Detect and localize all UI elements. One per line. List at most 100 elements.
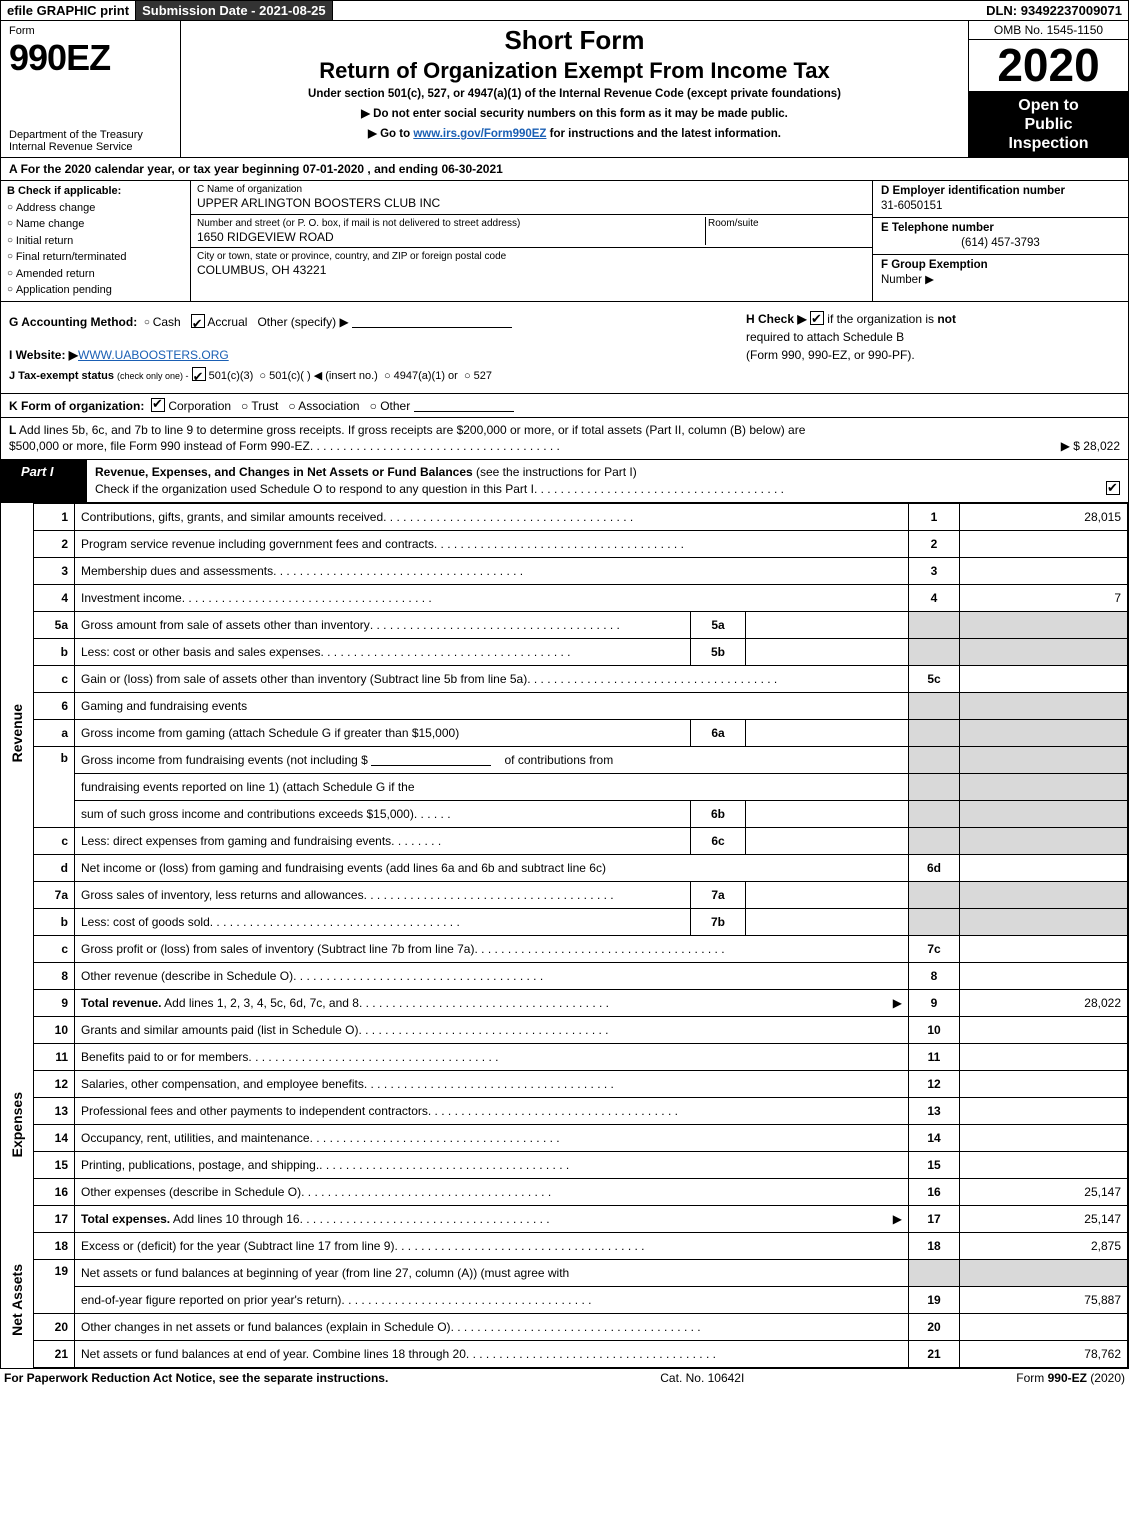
- ln6c-subval: [746, 827, 909, 854]
- check-application-pending[interactable]: Application pending: [7, 282, 184, 299]
- ln8-val: [960, 962, 1128, 989]
- phone-value: (614) 457-3793: [881, 236, 1120, 251]
- g-cash-check[interactable]: [144, 315, 153, 329]
- ln18-val: 2,875: [960, 1232, 1128, 1259]
- part-1-header: Part I Revenue, Expenses, and Changes in…: [1, 460, 1128, 503]
- line-a-tax-year: A For the 2020 calendar year, or tax yea…: [1, 158, 1128, 181]
- ln16-desc: Other expenses (describe in Schedule O): [75, 1178, 909, 1205]
- line-a-end: 06-30-2021: [441, 162, 502, 176]
- l-text1: Add lines 5b, 6c, and 7b to line 9 to de…: [19, 423, 805, 437]
- h-text1: if the organization is: [827, 312, 937, 326]
- j-527-label[interactable]: 527: [474, 370, 492, 382]
- g-accrual-label: Accrual: [207, 315, 247, 329]
- g-accrual-check[interactable]: [191, 314, 205, 328]
- ln17-col: 17: [909, 1205, 960, 1232]
- ln7b-shade2: [960, 908, 1128, 935]
- form-container: efile GRAPHIC print Submission Date - 20…: [0, 0, 1129, 1369]
- website-link[interactable]: WWW.UABOOSTERS.ORG: [78, 348, 229, 362]
- ln7c-val: [960, 935, 1128, 962]
- ln5a-desc: Gross amount from sale of assets other t…: [75, 611, 691, 638]
- j-sublabel: (check only one) -: [117, 371, 189, 381]
- dept-irs: Internal Revenue Service: [9, 141, 172, 153]
- g-other-blank[interactable]: [352, 327, 512, 328]
- efile-print-label[interactable]: efile GRAPHIC print: [1, 1, 135, 20]
- open-line1: Open to: [1018, 97, 1078, 114]
- irs-link[interactable]: www.irs.gov/Form990EZ: [413, 128, 546, 140]
- ln7b-subval: [746, 908, 909, 935]
- j-4947-label[interactable]: 4947(a)(1) or: [394, 370, 458, 382]
- line-i-website: I Website: ▶WWW.UABOOSTERS.ORG: [9, 345, 730, 367]
- ln6c-desc: Less: direct expenses from gaming and fu…: [75, 827, 691, 854]
- ln6b-blank[interactable]: [371, 765, 491, 766]
- k-corp-label: Corporation: [168, 399, 231, 413]
- row-9: 9 Total revenue. Add lines 1, 2, 3, 4, 5…: [1, 989, 1128, 1016]
- ln2-col: 2: [909, 530, 960, 557]
- group-exemption-cell: F Group Exemption Number ▶: [873, 255, 1128, 291]
- ln6d-desc: Net income or (loss) from gaming and fun…: [75, 854, 909, 881]
- ln9-num: 9: [34, 989, 75, 1016]
- ln20-num: 20: [34, 1313, 75, 1340]
- k-other-blank[interactable]: [414, 411, 514, 412]
- ln7a-desc: Gross sales of inventory, less returns a…: [75, 881, 691, 908]
- ln17-val: 25,147: [960, 1205, 1128, 1232]
- city-cell: City or town, state or province, country…: [191, 248, 872, 281]
- j-501c-label[interactable]: 501(c)( ) ◀ (insert no.): [269, 370, 378, 382]
- row-8: 8 Other revenue (describe in Schedule O)…: [1, 962, 1128, 989]
- ln5a-shade1: [909, 611, 960, 638]
- k-assoc-label[interactable]: Association: [298, 399, 359, 413]
- check-final-return[interactable]: Final return/terminated: [7, 249, 184, 266]
- omb-number: OMB No. 1545-1150: [969, 21, 1128, 40]
- row-13: 13 Professional fees and other payments …: [1, 1097, 1128, 1124]
- footer-cat-no: Cat. No. 10642I: [660, 1371, 744, 1385]
- ln14-num: 14: [34, 1124, 75, 1151]
- dln-label: DLN:: [986, 3, 1021, 18]
- check-amended-return[interactable]: Amended return: [7, 266, 184, 283]
- ln20-col: 20: [909, 1313, 960, 1340]
- box-def: D Employer identification number 31-6050…: [873, 181, 1128, 301]
- ln21-desc: Net assets or fund balances at end of ye…: [75, 1340, 909, 1367]
- ln19-desc2: end-of-year figure reported on prior yea…: [75, 1286, 909, 1313]
- ln6b-subval: [746, 800, 909, 827]
- ln6d-num: d: [34, 854, 75, 881]
- k-trust-label[interactable]: Trust: [251, 399, 278, 413]
- ln7a-subval: [746, 881, 909, 908]
- footer-form-year: (2020): [1087, 1371, 1125, 1385]
- part-1-schedule-o-check[interactable]: [1106, 481, 1120, 495]
- expenses-side-text: Expenses: [9, 1092, 25, 1157]
- k-other-label[interactable]: Other: [380, 399, 410, 413]
- k-corp-check[interactable]: [151, 398, 165, 412]
- ln16-col: 16: [909, 1178, 960, 1205]
- ln11-val: [960, 1043, 1128, 1070]
- city-value: COLUMBUS, OH 43221: [197, 263, 866, 279]
- row-7c: c Gross profit or (loss) from sales of i…: [1, 935, 1128, 962]
- ln11-desc: Benefits paid to or for members: [75, 1043, 909, 1070]
- group-exemption-label: F Group Exemption: [881, 259, 988, 271]
- j-501c3-check[interactable]: [192, 367, 206, 381]
- row-19b: end-of-year figure reported on prior yea…: [1, 1286, 1128, 1313]
- ln8-desc: Other revenue (describe in Schedule O): [75, 962, 909, 989]
- h-label: H Check ▶: [746, 312, 807, 326]
- ein-value: 31-6050151: [881, 199, 1120, 214]
- ln1-desc: Contributions, gifts, grants, and simila…: [75, 503, 909, 530]
- h-check[interactable]: [810, 311, 824, 325]
- check-initial-return[interactable]: Initial return: [7, 233, 184, 250]
- ln1-num: 1: [34, 503, 75, 530]
- ln21-col: 21: [909, 1340, 960, 1367]
- ln11-num: 11: [34, 1043, 75, 1070]
- part-1-tab: Part I: [1, 460, 87, 502]
- ln12-col: 12: [909, 1070, 960, 1097]
- tax-year: 2020: [969, 40, 1128, 92]
- ln6-shade2: [960, 692, 1128, 719]
- ln4-val: 7: [960, 584, 1128, 611]
- row-14: 14 Occupancy, rent, utilities, and maint…: [1, 1124, 1128, 1151]
- group-exemption-number-label: Number ▶: [881, 274, 934, 286]
- check-name-change[interactable]: Name change: [7, 216, 184, 233]
- ln1-val: 28,015: [960, 503, 1128, 530]
- ln5b-subval: [746, 638, 909, 665]
- check-address-change[interactable]: Address change: [7, 200, 184, 217]
- ln5b-shade1: [909, 638, 960, 665]
- ln10-num: 10: [34, 1016, 75, 1043]
- instruction-line-1: Do not enter social security numbers on …: [191, 106, 958, 120]
- submission-date-value: 2021-08-25: [259, 3, 326, 18]
- ln6b-desc3: sum of such gross income and contributio…: [75, 800, 691, 827]
